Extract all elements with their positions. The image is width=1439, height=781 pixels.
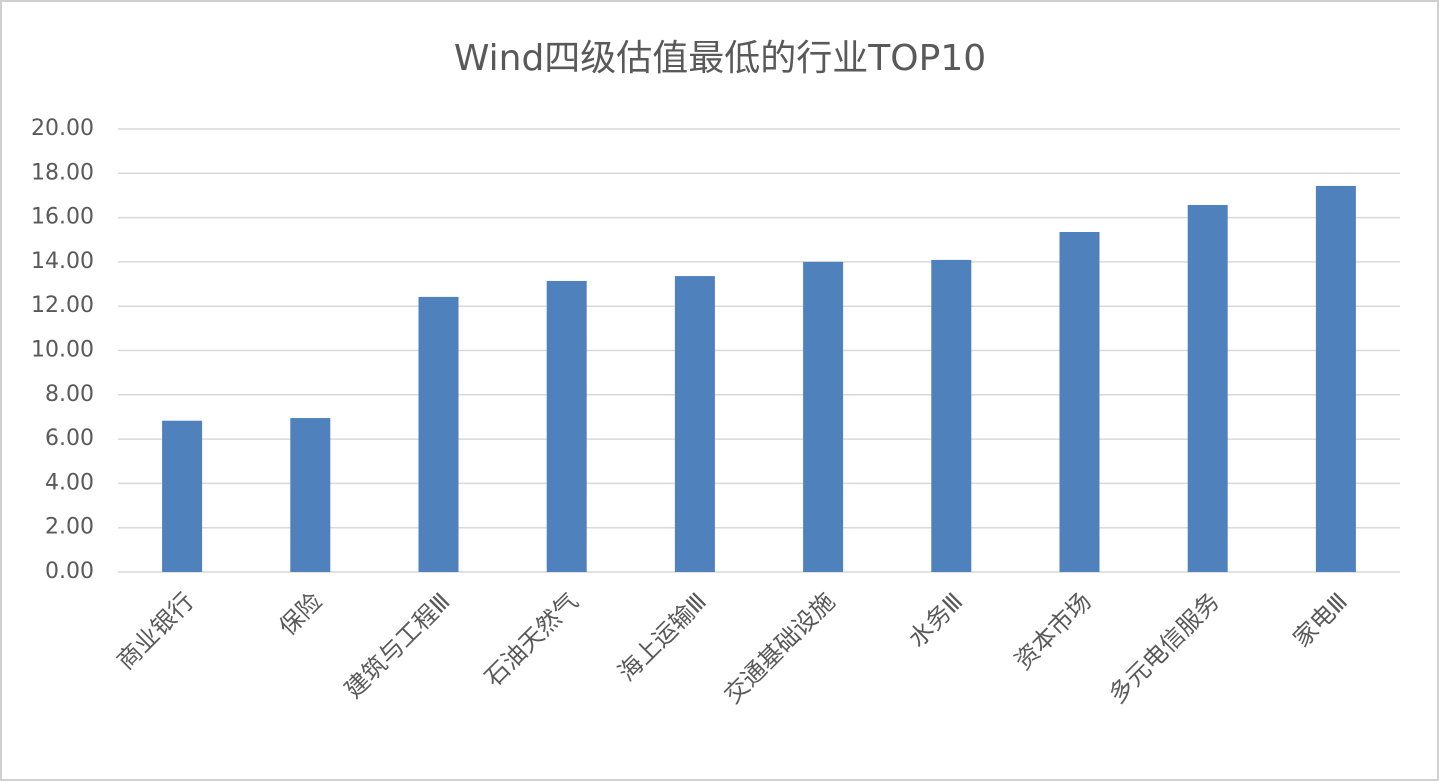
y-tick-label: 16.00 <box>31 205 94 230</box>
y-tick-label: 2.00 <box>45 515 94 540</box>
y-tick-label: 18.00 <box>31 160 94 185</box>
bar <box>1059 231 1100 572</box>
bar <box>162 420 203 572</box>
y-tick-label: 20.00 <box>31 116 94 141</box>
bar <box>674 276 715 572</box>
y-tick-label: 4.00 <box>45 470 94 495</box>
y-tick-label: 10.00 <box>31 338 94 363</box>
bar <box>1187 204 1228 573</box>
bar <box>1315 185 1356 572</box>
chart-title: Wind四级估值最低的行业TOP10 <box>454 38 986 79</box>
bar <box>290 418 331 572</box>
bar <box>546 280 587 572</box>
y-tick-label: 12.00 <box>31 293 94 318</box>
bar <box>803 261 844 572</box>
y-tick-label: 8.00 <box>45 382 94 407</box>
y-tick-label: 0.00 <box>45 559 94 584</box>
y-tick-label: 6.00 <box>45 426 94 451</box>
bar <box>418 296 459 572</box>
y-tick-label: 14.00 <box>31 249 94 274</box>
bar <box>931 259 972 572</box>
